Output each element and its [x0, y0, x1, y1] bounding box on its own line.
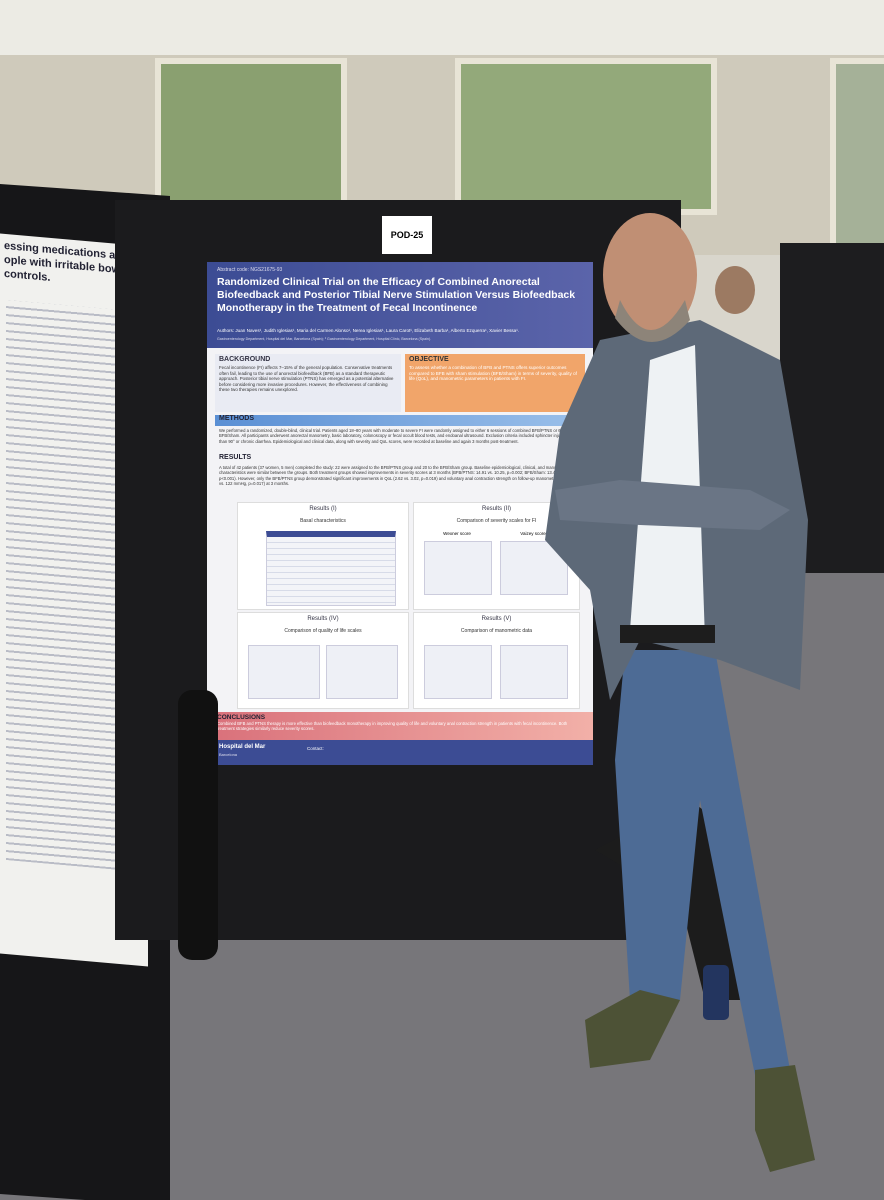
- panel-subtitle: Comparison of manometric data: [460, 628, 533, 634]
- chart-area: [424, 541, 492, 595]
- ceiling: [0, 0, 884, 55]
- can: [703, 965, 729, 1020]
- panel-heading: Results (IV): [307, 616, 339, 622]
- panel-heading: Results (II): [481, 506, 511, 512]
- shoe: [755, 1065, 815, 1172]
- window: [455, 58, 717, 215]
- section-heading: RESULTS: [219, 454, 252, 461]
- hospital-name: Hospital del Mar: [219, 744, 266, 750]
- chart-area: [424, 645, 492, 699]
- section-heading: METHODS: [215, 415, 585, 426]
- affiliations: Gastroenterology Department, Hospital de…: [217, 337, 432, 341]
- objective-box: OBJECTIVE To assess whether a combinatio…: [405, 354, 585, 412]
- section-heading: BACKGROUND: [219, 356, 271, 363]
- authors: Authors: Juan Naves¹, Judith Iglesias¹, …: [217, 328, 520, 333]
- poster-footer: Hospital del Mar Barcelona Contact:: [207, 740, 593, 765]
- head: [603, 213, 697, 337]
- poster-tube: [178, 690, 218, 960]
- background-box: BACKGROUND Fecal incontinence (FI) affec…: [215, 354, 401, 412]
- results-panel: Results (V) Comparison of manometric dat…: [413, 612, 580, 709]
- poster-title: Randomized Clinical Trial on the Efficac…: [217, 276, 576, 314]
- chart-title: Wexner score: [443, 531, 471, 536]
- panel-heading: Results (V): [481, 616, 512, 622]
- poster: Abstract code: NGS21675-93 Randomized Cl…: [207, 262, 593, 765]
- section-text: A total of 42 patients (37 women, 5 men)…: [219, 465, 578, 486]
- contact: Contact:: [307, 746, 324, 751]
- beard: [615, 300, 690, 343]
- panel-subtitle: Comparison of quality of life scales: [284, 628, 362, 634]
- abstract-code: Abstract code: NGS21675-93: [217, 267, 283, 273]
- section-heading: OBJECTIVE: [409, 356, 449, 363]
- chart-title: Vaizey score: [520, 531, 546, 536]
- panel-subtitle: Basal characteristics: [300, 518, 346, 524]
- chart-area: [500, 645, 568, 699]
- panel-subtitle: Comparison of severity scales for FI: [456, 518, 537, 524]
- section-text: We performed a randomized, double-blind,…: [219, 428, 583, 444]
- conclusions-box: CONCLUSIONS Combined BFB and PTNS therap…: [207, 712, 593, 740]
- results-panel: Results (IV) Comparison of quality of li…: [237, 612, 409, 709]
- chart-area: [248, 645, 320, 699]
- section-heading: CONCLUSIONS: [217, 714, 266, 721]
- background-person: [715, 266, 755, 314]
- section-text: To assess whether a combination of BFB a…: [409, 365, 577, 382]
- results-panel: Results (I) Basal characteristics: [237, 502, 409, 610]
- shoe: [585, 990, 680, 1068]
- section-text: Fecal incontinence (FI) affects 7–15% of…: [219, 365, 394, 392]
- panel-heading: Results (I): [309, 506, 337, 512]
- belt: [620, 625, 715, 643]
- hospital-city: Barcelona: [219, 752, 238, 757]
- results-panel: Results (II) Comparison of severity scal…: [413, 502, 580, 610]
- section-text: Combined BFB and PTNS therapy is more ef…: [217, 721, 568, 732]
- arms: [555, 480, 790, 530]
- jeans: [615, 650, 790, 1075]
- table: [266, 531, 396, 606]
- chart-area: [326, 645, 398, 699]
- poster-number: POD-25: [382, 216, 432, 254]
- poster-header: [207, 262, 593, 348]
